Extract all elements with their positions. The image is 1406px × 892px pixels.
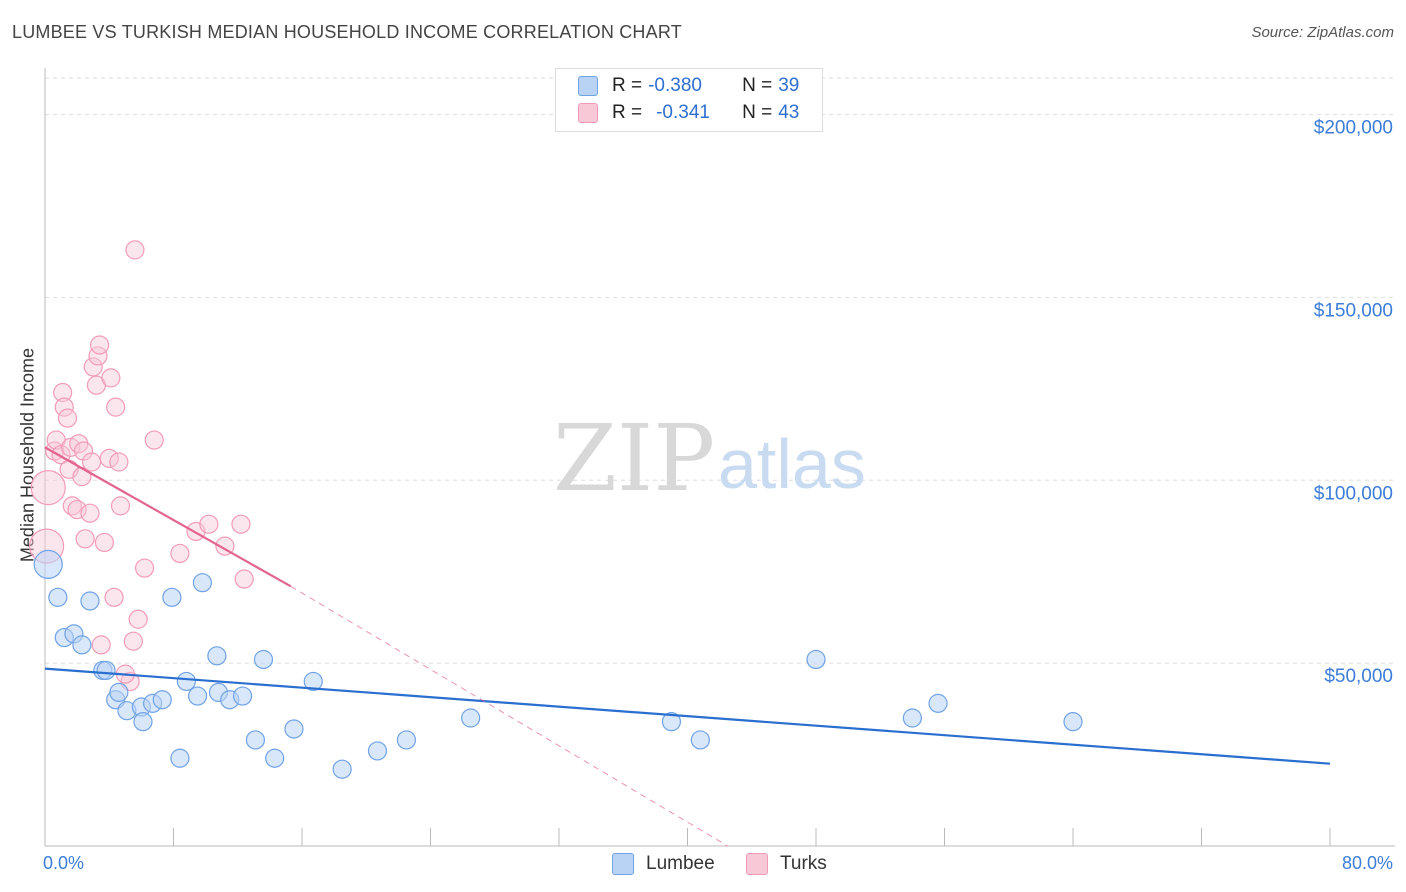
lumbee-point — [80, 591, 100, 611]
legend-r-value: -0.380 — [648, 75, 702, 96]
lumbee-point — [33, 549, 63, 580]
y-tick-label: $150,000 — [1314, 300, 1393, 321]
lumbee-point — [928, 693, 948, 713]
turks-point — [99, 448, 119, 468]
turks-point — [231, 514, 251, 534]
lumbee-point — [187, 686, 208, 706]
turks-point — [67, 499, 87, 520]
lumbee-point — [661, 712, 682, 732]
watermark-atlas: atlas — [718, 425, 866, 503]
lumbee-point — [461, 708, 481, 728]
lumbee-point — [133, 712, 153, 732]
turks-point — [73, 441, 94, 461]
turks-trend-line — [44, 446, 292, 588]
bottom-legend-turks: Turks — [746, 852, 827, 876]
lumbee-point — [367, 741, 388, 761]
lumbee-point — [253, 649, 274, 670]
trend-lines — [44, 446, 1331, 847]
turks-point — [170, 543, 190, 564]
lumbee-point — [232, 686, 253, 706]
lumbee-point — [396, 730, 417, 750]
lumbee-point — [284, 719, 304, 739]
turks-point — [110, 496, 131, 516]
lumbee-point — [806, 649, 826, 670]
turks-point — [30, 470, 66, 506]
lumbee-point — [72, 635, 92, 655]
legend-n-label: N = — [742, 102, 773, 123]
axes — [44, 68, 1395, 847]
legend-n-value: 39 — [778, 75, 800, 96]
lumbee-point — [162, 587, 182, 607]
lumbee-point — [303, 671, 323, 692]
y-tick-label: $200,000 — [1314, 118, 1393, 139]
turks-point — [125, 240, 145, 260]
turks-point — [134, 558, 155, 578]
lumbee-point — [902, 708, 922, 728]
lumbee-point — [690, 730, 710, 750]
turks-legend-swatch — [746, 853, 768, 875]
x-tick-labels: 0.0% 80.0% — [43, 853, 1393, 873]
lumbee-point — [48, 587, 68, 607]
lumbee-legend-label: Lumbee — [646, 853, 715, 874]
lumbee-point — [109, 682, 129, 703]
y-tick-label: $100,000 — [1314, 483, 1393, 504]
chart-title: LUMBEE VS TURKISH MEDIAN HOUSEHOLD INCOM… — [12, 22, 682, 42]
lumbee-point — [207, 646, 227, 666]
lumbee-point — [96, 660, 116, 681]
legend-r-label: R = — [612, 102, 643, 123]
lumbee-point — [332, 759, 352, 779]
turks-point — [53, 382, 73, 403]
turks-point — [83, 357, 103, 377]
lumbee-point — [176, 671, 196, 692]
turks-swatch — [578, 103, 598, 123]
turks-point — [144, 430, 164, 450]
turks-point — [91, 635, 111, 655]
legend-r-label: R = — [612, 75, 643, 96]
lumbee-point — [192, 573, 213, 593]
watermark-zip: ZIP — [553, 405, 715, 512]
lumbee-point — [152, 690, 172, 710]
turks-point — [123, 631, 143, 651]
lumbee-points — [33, 549, 1083, 779]
turks-point — [57, 408, 78, 428]
watermark: ZIP atlas — [553, 405, 866, 512]
turks-trend-extension — [290, 585, 728, 847]
legend-n-label: N = — [742, 75, 773, 96]
turks-point — [80, 503, 100, 523]
lumbee-point — [245, 730, 266, 750]
legend-row-turks: R = -0.341 N = 43 — [578, 101, 799, 125]
turks-point — [54, 397, 74, 417]
bottom-legend-lumbee: Lumbee — [612, 852, 715, 876]
lumbee-swatch — [578, 76, 598, 96]
correlation-legend: R = -0.380 N = 39 R = -0.341 N = 43 — [555, 68, 823, 132]
legend-n-value: 43 — [778, 102, 800, 123]
lumbee-point — [265, 748, 285, 768]
turks-point — [234, 569, 254, 589]
y-tick-label: $50,000 — [1324, 666, 1393, 687]
y-tick-labels: $50,000 $100,000 $150,000 $200,000 — [1314, 118, 1393, 688]
turks-points — [29, 240, 254, 692]
turks-point — [94, 532, 115, 553]
turks-point — [101, 368, 121, 388]
legend-row-lumbee: R = -0.380 N = 39 — [578, 74, 799, 98]
turks-point — [75, 529, 95, 549]
turks-point — [90, 335, 110, 355]
turks-point — [106, 397, 126, 417]
lumbee-legend-swatch — [612, 853, 634, 875]
source-note: Source: ZipAtlas.com — [1251, 24, 1394, 41]
x-tick-label-min: 0.0% — [43, 853, 84, 873]
lumbee-point — [170, 748, 190, 768]
turks-point — [109, 452, 129, 472]
turks-point — [128, 609, 148, 629]
lumbee-trend-line — [44, 667, 1331, 765]
turks-legend-label: Turks — [780, 853, 827, 874]
x-tick-label-max: 80.0% — [1342, 853, 1393, 873]
lumbee-point — [1063, 712, 1083, 732]
turks-point — [81, 452, 102, 472]
turks-point — [104, 587, 124, 607]
turks-point — [199, 514, 219, 534]
legend-r-value: -0.341 — [656, 102, 710, 123]
